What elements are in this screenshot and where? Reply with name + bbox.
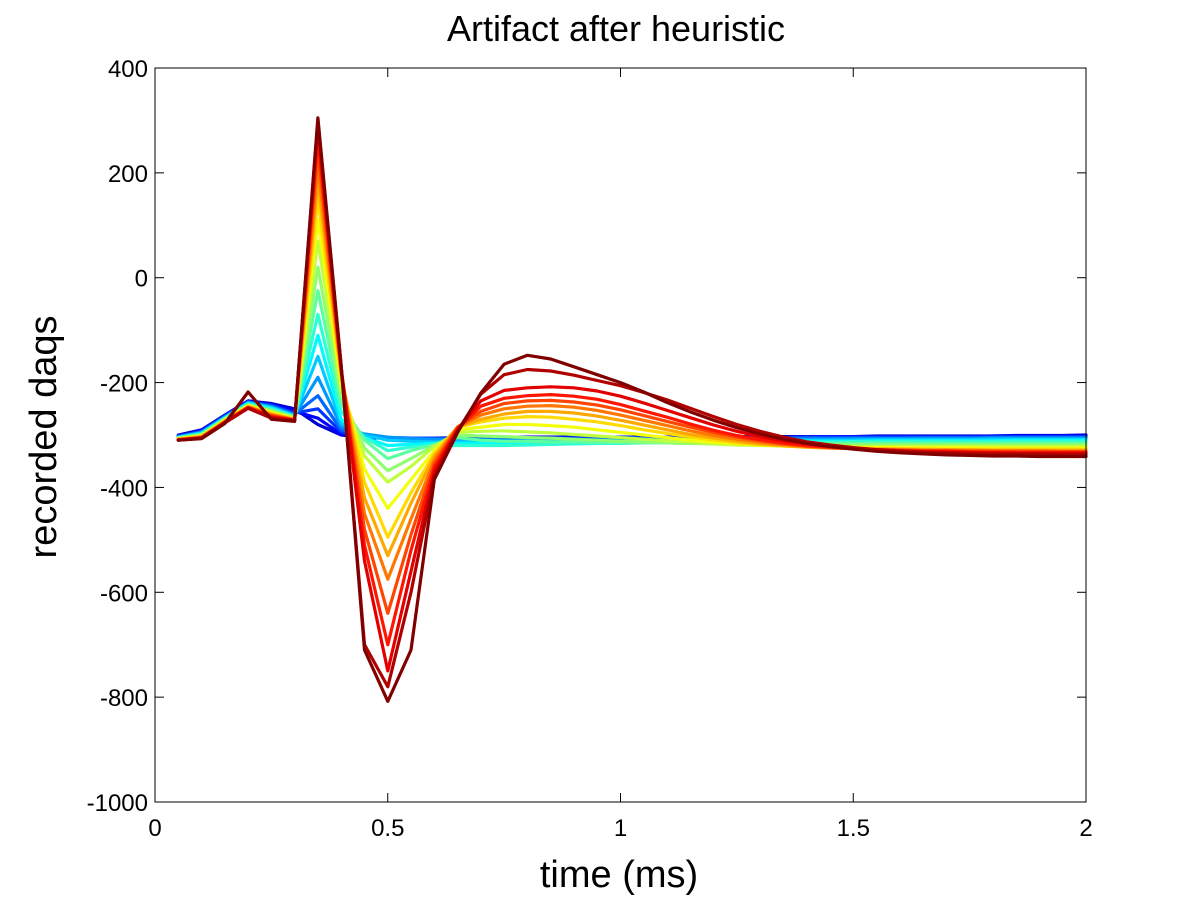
- y-tick-label: 200: [108, 161, 148, 188]
- y-tick-label: -400: [100, 475, 148, 502]
- y-tick-label: -800: [100, 685, 148, 712]
- x-axis-label: time (ms): [540, 854, 698, 896]
- y-tick-label: -200: [100, 371, 148, 398]
- y-tick-label: -1000: [87, 790, 148, 817]
- ticks: 0 0.5 1 1.5 2 -1000 -800 -600 -400 -200 0 200 400: [87, 56, 1093, 842]
- x-tick-label: 0: [148, 815, 161, 842]
- y-tick-label: 0: [135, 266, 148, 293]
- chart-title: Artifact after heuristic: [447, 8, 785, 49]
- y-axis-label: recorded daqs: [23, 316, 65, 559]
- x-tick-label: 1.5: [837, 815, 870, 842]
- y-tick-label: 400: [108, 56, 148, 83]
- y-tick-label: -600: [100, 580, 148, 607]
- x-tick-label: 2: [1079, 815, 1092, 842]
- x-tick-label: 0.5: [371, 815, 404, 842]
- series-group: [176, 116, 1088, 703]
- x-tick-label: 1: [614, 815, 627, 842]
- series-line-20: [176, 116, 1088, 703]
